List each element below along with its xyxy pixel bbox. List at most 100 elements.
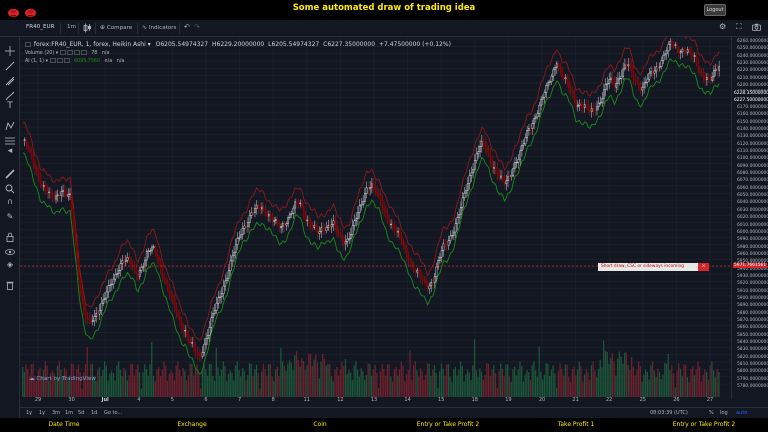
pitchfork-icon[interactable] [5, 71, 15, 86]
volume-bar [397, 375, 399, 397]
layers-icon[interactable]: ◈ [6, 260, 14, 269]
range-1y[interactable]: 1y [26, 410, 33, 416]
price-chart[interactable] [20, 37, 731, 399]
candle-body [685, 51, 687, 53]
interval-selector[interactable]: 1m [67, 24, 77, 30]
volume-bar [617, 358, 619, 397]
redo-icon[interactable]: ↷ [194, 23, 200, 31]
candle-body [212, 313, 214, 318]
compare-button[interactable]: ⊕ Compare [100, 24, 132, 31]
percent-toggle[interactable]: % [709, 410, 714, 416]
chart-style-icon[interactable] [83, 23, 92, 35]
volume-bar [442, 368, 444, 397]
volume-close-toggle[interactable] [73, 50, 80, 55]
legend-dropdown-icon[interactable]: ▾ [147, 41, 151, 48]
candle-body [86, 317, 89, 320]
candle-body [664, 53, 666, 56]
fullscreen-icon[interactable]: ⛶ [736, 22, 742, 31]
candle-body [95, 313, 98, 317]
crosshair-icon[interactable] [5, 41, 15, 56]
candle-body [699, 69, 701, 73]
price-tick: 6080.00000000 [737, 171, 768, 177]
candle-body [213, 310, 216, 314]
goto-button[interactable]: Go to... [104, 410, 123, 416]
candle-body [295, 201, 298, 203]
zoom-icon[interactable] [5, 179, 15, 194]
candle-body [679, 51, 682, 54]
compare-icon: ⊕ [100, 24, 106, 31]
page-title: Some automated draw of trading idea [292, 3, 476, 13]
indicators-button[interactable]: ∿ Indicators [142, 24, 176, 31]
series-toggle[interactable] [25, 42, 31, 47]
candle-body [278, 223, 281, 229]
volume-bar [278, 375, 280, 397]
candle-body [227, 270, 230, 279]
volume-eye-toggle[interactable] [59, 50, 66, 55]
volume-bar [583, 374, 586, 397]
volume-bar [566, 364, 568, 397]
symbol-search[interactable]: FR40_EUR [26, 24, 55, 30]
price-scale[interactable]: 6260.00000000 6250.000000006240.00000000 6… [731, 37, 768, 399]
tradingview-attribution[interactable]: ☁ Chart by TradingView [29, 376, 96, 382]
range-1y-b[interactable]: 1y [39, 410, 46, 416]
logout-button[interactable]: Logout [704, 4, 726, 16]
log-toggle[interactable]: log [720, 410, 728, 416]
volume-bar [498, 371, 500, 397]
trend-line-icon[interactable] [5, 56, 15, 71]
chart-pane[interactable]: forex:FR40_EUR, 1, forex, Heikin Ashi ▾ … [20, 37, 731, 399]
close-banner-button[interactable]: × [698, 263, 709, 271]
candle-body [419, 271, 422, 278]
range-5d[interactable]: 5d [78, 410, 85, 416]
volume-more-toggle[interactable] [80, 50, 87, 55]
account-icon[interactable] [7, 3, 20, 18]
volume-bar [206, 375, 209, 397]
ruler-icon[interactable] [5, 164, 15, 179]
arrow-left-icon[interactable]: ◂ [7, 146, 13, 156]
eye-icon[interactable] [5, 242, 15, 255]
al-close-toggle[interactable] [63, 58, 70, 63]
time-scale[interactable]: 29 30 Jul 4 5 6 7 8 11 12 13 14 15 18 19 20 21 22 25 26 27 [20, 396, 731, 406]
settings-icon[interactable]: ⚙ [719, 22, 727, 31]
legend-dropdown-icon[interactable]: ▾ [45, 59, 48, 64]
brush-icon[interactable] [5, 86, 15, 101]
al-label[interactable]: Al (1, 1) [25, 59, 45, 64]
price-tick: 6210.00000000 [737, 75, 768, 81]
auto-toggle[interactable]: auto [736, 410, 748, 416]
volume-bar [688, 382, 690, 397]
notification-icon[interactable] [24, 3, 37, 18]
trash-icon[interactable] [5, 275, 15, 290]
candle-body [138, 270, 141, 277]
prediction-icon[interactable] [5, 131, 15, 145]
volume-bar [238, 370, 240, 397]
al-settings-toggle[interactable] [56, 58, 63, 63]
al-eye-toggle[interactable] [49, 58, 56, 63]
camera-icon[interactable] [752, 23, 761, 33]
utc-clock[interactable]: 08:03:39 (UTC) [650, 410, 688, 416]
volume-bar [105, 365, 108, 397]
magnet-icon[interactable]: ∩ [7, 197, 13, 206]
text-icon[interactable]: T [7, 101, 13, 111]
candle-body [426, 283, 429, 290]
undo-icon[interactable]: ↶ [184, 23, 190, 31]
candle-body [369, 186, 371, 190]
range-3m[interactable]: 3m [52, 410, 61, 416]
stay-drawing-icon[interactable]: ✎ [6, 212, 14, 221]
candle-body [519, 150, 522, 160]
candle-body [512, 167, 515, 176]
volume-settings-toggle[interactable] [66, 50, 73, 55]
pattern-icon[interactable] [5, 116, 15, 131]
volume-bar [58, 361, 60, 397]
volume-bar [147, 375, 149, 397]
candle-body [264, 208, 267, 215]
lock-icon[interactable] [5, 227, 15, 242]
legend-dropdown-icon[interactable]: ▾ [55, 51, 59, 56]
candle-body [681, 49, 684, 52]
range-1d[interactable]: 1d [91, 410, 98, 416]
candle-body [433, 276, 436, 283]
volume-bar [531, 365, 533, 397]
volume-bar [500, 363, 502, 397]
volume-label[interactable]: Volume (20) [25, 51, 55, 56]
range-1m[interactable]: 1m [65, 410, 74, 416]
candle-body [454, 223, 457, 233]
series-title[interactable]: forex:FR40_EUR, 1, forex, Heikin Ashi [33, 41, 146, 48]
